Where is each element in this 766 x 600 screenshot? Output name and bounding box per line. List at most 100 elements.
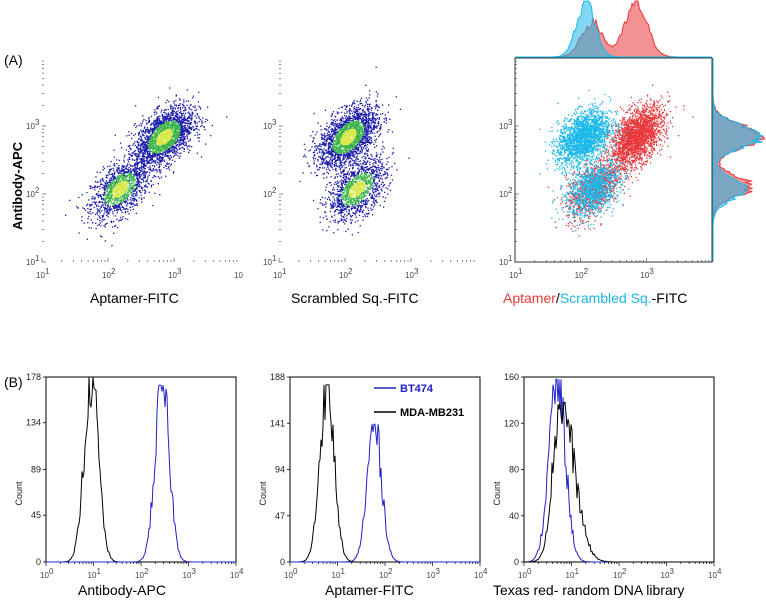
scatter-point [125, 200, 127, 202]
scatter-point [158, 145, 160, 147]
scatter-point [369, 177, 371, 179]
scatter-point [124, 154, 126, 156]
scatter-point [361, 200, 363, 202]
scatter-point [134, 183, 137, 185]
scatter-point [381, 169, 383, 171]
scatter-point [343, 199, 345, 201]
scatter-point [124, 177, 126, 179]
scatter-point [183, 148, 186, 150]
scatter-point [136, 163, 138, 165]
scatter-point [337, 204, 339, 206]
scatter-point [353, 206, 355, 208]
scatter-point [151, 146, 154, 148]
scatter-point [367, 209, 370, 212]
scatter-point [109, 199, 111, 201]
scatter-point [379, 172, 382, 175]
scatter-point [362, 183, 364, 185]
scatter-point [342, 209, 344, 211]
scatter-point [87, 222, 89, 224]
scatter-point [352, 202, 354, 204]
scatter-point [124, 212, 126, 214]
scatter-point [169, 134, 171, 137]
scatter-point [194, 123, 197, 125]
scatter-point [132, 176, 134, 178]
scatter-point [112, 205, 114, 207]
scatter-point [350, 221, 352, 223]
scatter2-xtick-label: 10 [339, 271, 348, 280]
scatter-point [117, 180, 120, 182]
scatter-point [154, 176, 157, 178]
scatter-point [174, 117, 176, 120]
scatter-point [136, 191, 138, 193]
scatter-point [381, 181, 383, 183]
scatter-point [89, 208, 91, 211]
scatter-point [140, 149, 142, 151]
scatter-point [105, 208, 107, 210]
scatter-point [372, 195, 374, 198]
scatter-point [118, 220, 120, 222]
scatter-point [352, 171, 354, 173]
scatter-point [103, 186, 105, 188]
scatter-point [170, 107, 172, 109]
scatter-point [147, 171, 149, 173]
scatter-point [334, 193, 337, 196]
scatter-point [334, 205, 336, 207]
scatter-point [185, 141, 187, 143]
scatter-point [321, 202, 323, 205]
scatter-point [166, 147, 168, 149]
scatter-point [144, 150, 146, 152]
scatter-point [186, 89, 189, 91]
scatter-point [187, 117, 189, 119]
scatter-point [141, 166, 143, 168]
scatter-point [162, 148, 164, 150]
scatter-point [147, 132, 150, 134]
scatter-point [108, 181, 110, 183]
scatter-point [351, 196, 353, 198]
scatter-point [118, 194, 120, 196]
scatter-point [125, 177, 127, 179]
scatter-point [125, 187, 127, 189]
scatter-point [384, 177, 386, 180]
scatter-point [107, 197, 110, 199]
scatter-point [117, 168, 120, 170]
scatter-point [373, 162, 375, 164]
scatter-point [189, 117, 191, 119]
scatter-point [92, 221, 94, 224]
scatter1-xtick-exp: 2 [111, 267, 116, 276]
scatter-point [149, 158, 152, 161]
scatter-point [179, 122, 182, 124]
scatter-point [387, 169, 389, 171]
scatter-point [129, 176, 131, 178]
scatter1-xlabel: Aptamer-FITC [90, 290, 179, 306]
scatter-point [130, 203, 132, 205]
scatter-point [140, 198, 143, 201]
scatter-point [112, 167, 114, 170]
scatter-point [184, 129, 186, 131]
scatter-point [114, 200, 116, 202]
scatter-point [174, 122, 176, 124]
scatter-point [77, 207, 79, 209]
scatter-point [129, 187, 132, 189]
scatter-point [133, 180, 135, 182]
scatter-point [178, 98, 181, 100]
scatter-point [360, 194, 362, 196]
scatter-point [182, 139, 184, 142]
scatter-point [356, 200, 358, 202]
scatter-point [99, 181, 101, 183]
scatter-point [154, 126, 156, 128]
scatter-point [122, 208, 125, 210]
scatter-point [366, 215, 369, 218]
scatter-point [183, 137, 185, 139]
scatter-point [353, 171, 355, 174]
scatter-point [366, 171, 369, 174]
scatter-point [127, 161, 130, 163]
scatter-point [154, 151, 156, 153]
scatter-point [174, 160, 176, 163]
scatter-point [368, 172, 371, 174]
scatter-point [167, 143, 169, 145]
scatter-point [360, 165, 362, 167]
scatter-point [161, 141, 164, 143]
scatter-point [349, 194, 351, 196]
scatter-point [332, 220, 335, 222]
scatter-point [183, 139, 186, 141]
